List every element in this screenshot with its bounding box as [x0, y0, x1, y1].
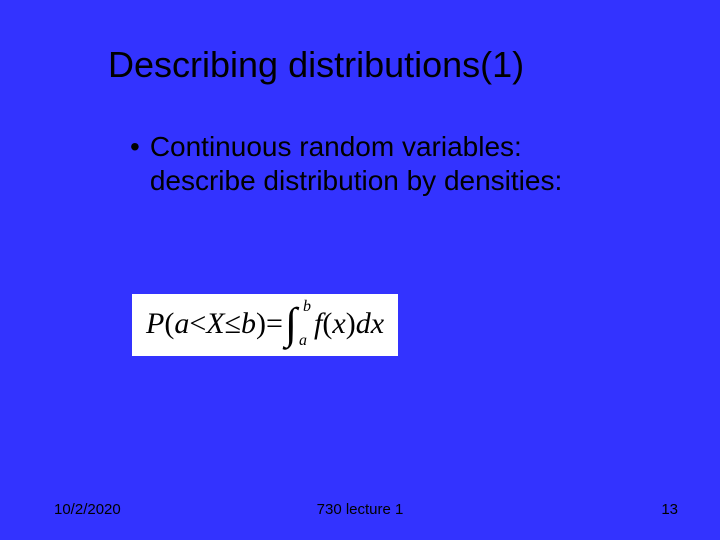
- formula-le: ≤: [225, 307, 241, 341]
- footer-page-number: 13: [661, 501, 678, 518]
- formula-close-paren: ): [256, 307, 266, 341]
- footer-center: 730 lecture 1: [317, 501, 404, 518]
- formula-x: x: [332, 307, 345, 341]
- integral-symbol: ∫: [285, 299, 297, 348]
- formula-f: f: [314, 307, 322, 341]
- formula-close-paren-2: ): [346, 307, 356, 341]
- formula-open-paren: (: [164, 307, 174, 341]
- formula-P: P: [146, 307, 164, 341]
- formula-a: a: [174, 307, 189, 341]
- bullet-item: • Continuous random variables: describe …: [130, 130, 600, 198]
- formula-open-paren-2: (: [322, 307, 332, 341]
- formula-dx: dx: [356, 307, 384, 341]
- formula-X: X: [206, 307, 224, 341]
- slide-title: Describing distributions(1): [108, 44, 524, 86]
- footer-date: 10/2/2020: [54, 501, 121, 518]
- slide: Describing distributions(1) • Continuous…: [0, 0, 720, 540]
- integral: ∫ba: [285, 302, 297, 346]
- formula-b: b: [241, 307, 256, 341]
- integral-upper: b: [303, 298, 311, 316]
- formula-lt: <: [189, 307, 206, 341]
- formula-eq: =: [266, 307, 283, 341]
- formula: P(a < X ≤ b) = ∫ba f(x)dx: [132, 294, 398, 356]
- bullet-text: Continuous random variables: describe di…: [150, 130, 600, 198]
- bullet-marker: •: [130, 130, 140, 164]
- integral-lower: a: [299, 332, 307, 350]
